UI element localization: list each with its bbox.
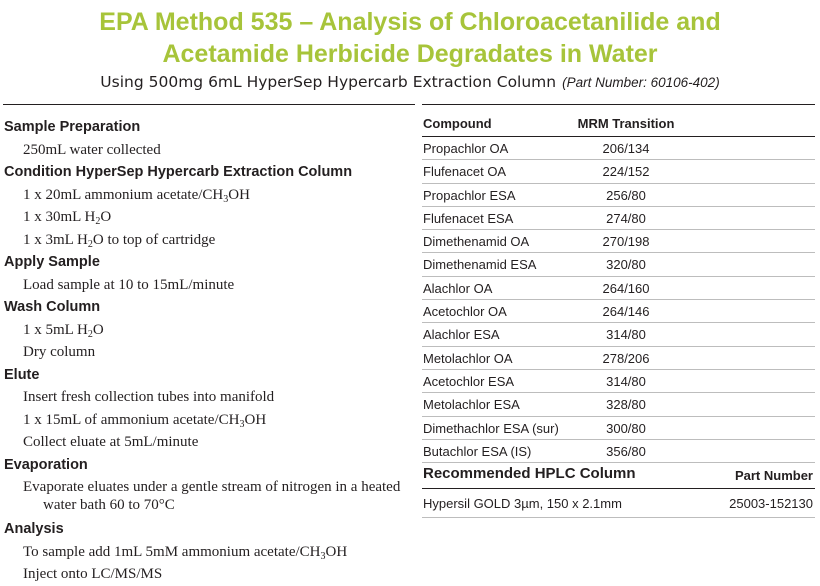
condition-step-2: 1 x 30mL H2O	[23, 209, 112, 227]
subtitle-part-number: (Part Number: 60106-402)	[562, 75, 720, 90]
page-title-line-1: EPA Method 535 – Analysis of Chloroaceta…	[99, 8, 721, 36]
condition-step-1: 1 x 20mL ammonium acetate/CH3OH	[23, 186, 250, 205]
procedure-column: Sample Preparation 250mL water collected…	[4, 116, 404, 586]
hplc-column-name: Hypersil GOLD 3µm, 150 x 2.1mm	[423, 496, 622, 511]
page-subtitle: Using 500mg 6mL HyperSep Hypercarb Extra…	[0, 73, 820, 91]
table-row: Acetochlor OA 264/146	[422, 300, 815, 324]
hplc-part-number: 25003-152130	[729, 496, 813, 511]
table-row: Alachlor OA 264/160	[422, 277, 815, 301]
table-row: Butachlor ESA (IS) 356/80	[422, 440, 815, 464]
evaporation-heading: Evaporation	[4, 456, 88, 473]
col-mrm-header: MRM Transition	[577, 116, 675, 131]
elute-step-3: Collect eluate at 5mL/minute	[23, 434, 199, 450]
evaporation-step: Evaporate eluates under a gentle stream …	[23, 479, 401, 513]
apply-sample-heading: Apply Sample	[4, 254, 100, 270]
page-title-line-2: Acetamide Herbicide Degradates in Water	[162, 40, 658, 68]
table-row: Acetochlor ESA 314/80	[422, 370, 815, 394]
table-row: Alachlor ESA 314/80	[422, 323, 815, 347]
sample-prep-step: 250mL water collected	[23, 141, 161, 158]
right-top-rule	[422, 104, 815, 105]
hplc-column-table: Recommended HPLC Column Part Number Hype…	[422, 461, 815, 518]
wash-column-heading: Wash Column	[4, 299, 101, 315]
table-row: Dimethenamid ESA 320/80	[422, 253, 815, 277]
wash-step-2: Dry column	[23, 344, 96, 360]
col-compound-header: Compound	[423, 116, 492, 131]
table-row: Dimethachlor ESA (sur) 300/80	[422, 417, 815, 440]
elute-step-2: 1 x 15mL of ammonium acetate/CH3OH	[23, 411, 267, 430]
analysis-step-2: Inject onto LC/MS/MS	[23, 566, 163, 582]
table-row: Metolachlor ESA 328/80	[422, 393, 815, 417]
table-row: Flufenacet ESA 274/80	[422, 207, 815, 231]
condition-step-3: 1 x 3mL H2O to top of cartridge	[23, 231, 216, 250]
table-row: Dimethenamid OA 270/198	[422, 230, 815, 254]
sample-prep-heading: Sample Preparation	[4, 119, 141, 135]
elute-step-1: Insert fresh collection tubes into manif…	[23, 389, 275, 405]
hplc-heading: Recommended HPLC Column	[423, 465, 636, 482]
table-row: Hypersil GOLD 3µm, 150 x 2.1mm 25003-152…	[422, 489, 815, 518]
elute-heading: Elute	[4, 366, 40, 383]
wash-step-1: 1 x 5mL H2O	[23, 321, 104, 340]
subtitle-text: Using 500mg 6mL HyperSep Hypercarb Extra…	[100, 73, 557, 91]
analysis-step-1: To sample add 1mL 5mM ammonium acetate/C…	[23, 543, 348, 562]
table-row: Metolachlor OA 278/206	[422, 347, 815, 370]
left-top-rule	[3, 104, 415, 105]
hplc-header: Recommended HPLC Column Part Number	[422, 461, 815, 489]
part-number-header: Part Number	[734, 468, 813, 483]
apply-sample-step: Load sample at 10 to 15mL/minute	[23, 276, 235, 293]
analysis-heading: Analysis	[4, 521, 64, 537]
table-row: Flufenacet OA 224/152	[422, 160, 815, 184]
compound-table: Compound MRM Transition Propachlor OA 206…	[422, 111, 815, 464]
table-row: Propachlor OA 206/134	[422, 137, 815, 161]
table-row: Propachlor ESA 256/80	[422, 184, 815, 207]
table-header: Compound MRM Transition	[422, 111, 815, 137]
condition-heading: Condition HyperSep Hypercarb Extraction …	[4, 164, 353, 180]
